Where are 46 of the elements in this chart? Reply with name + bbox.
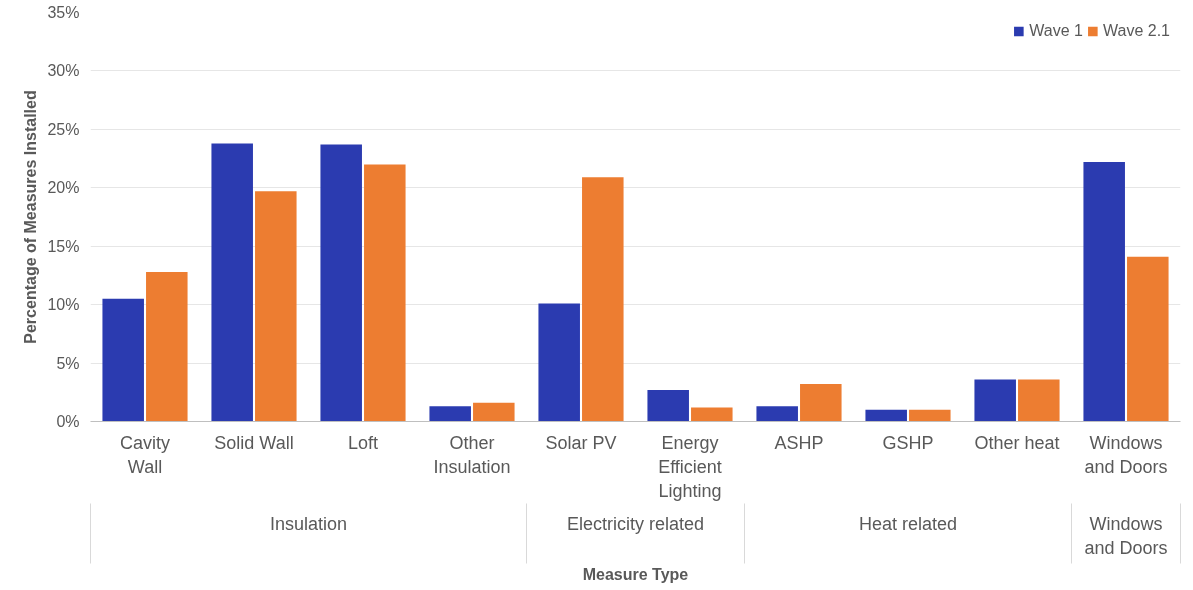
bar — [364, 164, 406, 422]
x-tick-label: ASHP — [774, 432, 824, 453]
bar — [102, 298, 144, 422]
bar — [1018, 379, 1060, 422]
x-tick-label: Cavity Wall — [120, 432, 171, 477]
bar — [538, 303, 580, 422]
y-tick-label: 35% — [47, 4, 80, 21]
x-tick-label: Other heat — [974, 432, 1060, 453]
legend-label: Wave 1 — [1029, 22, 1083, 40]
y-tick-label: 0% — [56, 413, 80, 430]
bar — [1127, 256, 1169, 422]
x-axis-title: Measure Type — [582, 565, 689, 583]
bar — [756, 406, 798, 422]
x-tick-label: Energy Efficient Lighting — [658, 432, 722, 501]
y-tick-label: 25% — [47, 120, 80, 138]
y-axis-title: Percentage of Measures Installed — [22, 90, 40, 344]
bar — [211, 143, 253, 422]
text: Windows and Doors — [1084, 513, 1168, 558]
y-tick-label: 10% — [47, 296, 80, 314]
bar — [582, 177, 624, 422]
bar — [320, 144, 362, 422]
x-tick-label: Other Insulation — [433, 432, 511, 477]
bar — [909, 409, 951, 422]
bar — [1083, 162, 1125, 422]
y-tick-label: 20% — [47, 179, 80, 197]
legend-label: Wave 2.1 — [1103, 22, 1170, 40]
x-tick-label: Solid Wall — [214, 432, 294, 453]
text: Electricity related — [566, 513, 705, 534]
text: Insulation — [269, 513, 348, 534]
x-tick-label: GSHP — [882, 432, 934, 453]
x-tick-label: Solar PV — [545, 432, 617, 453]
y-tick-label: 5% — [56, 354, 80, 372]
bar — [647, 389, 689, 422]
bar — [974, 379, 1016, 422]
y-tick-label: 15% — [47, 237, 80, 255]
bar — [691, 407, 733, 422]
bar — [865, 409, 907, 422]
bar — [429, 406, 471, 422]
x-tick-label: Loft — [347, 432, 379, 453]
x-tick-label: Windows and Doors — [1084, 432, 1168, 477]
text: Heat related — [858, 513, 958, 534]
bar — [255, 191, 297, 422]
y-tick-label: 30% — [47, 62, 80, 80]
bar — [800, 384, 842, 422]
bar — [146, 271, 188, 422]
bar — [473, 402, 515, 422]
